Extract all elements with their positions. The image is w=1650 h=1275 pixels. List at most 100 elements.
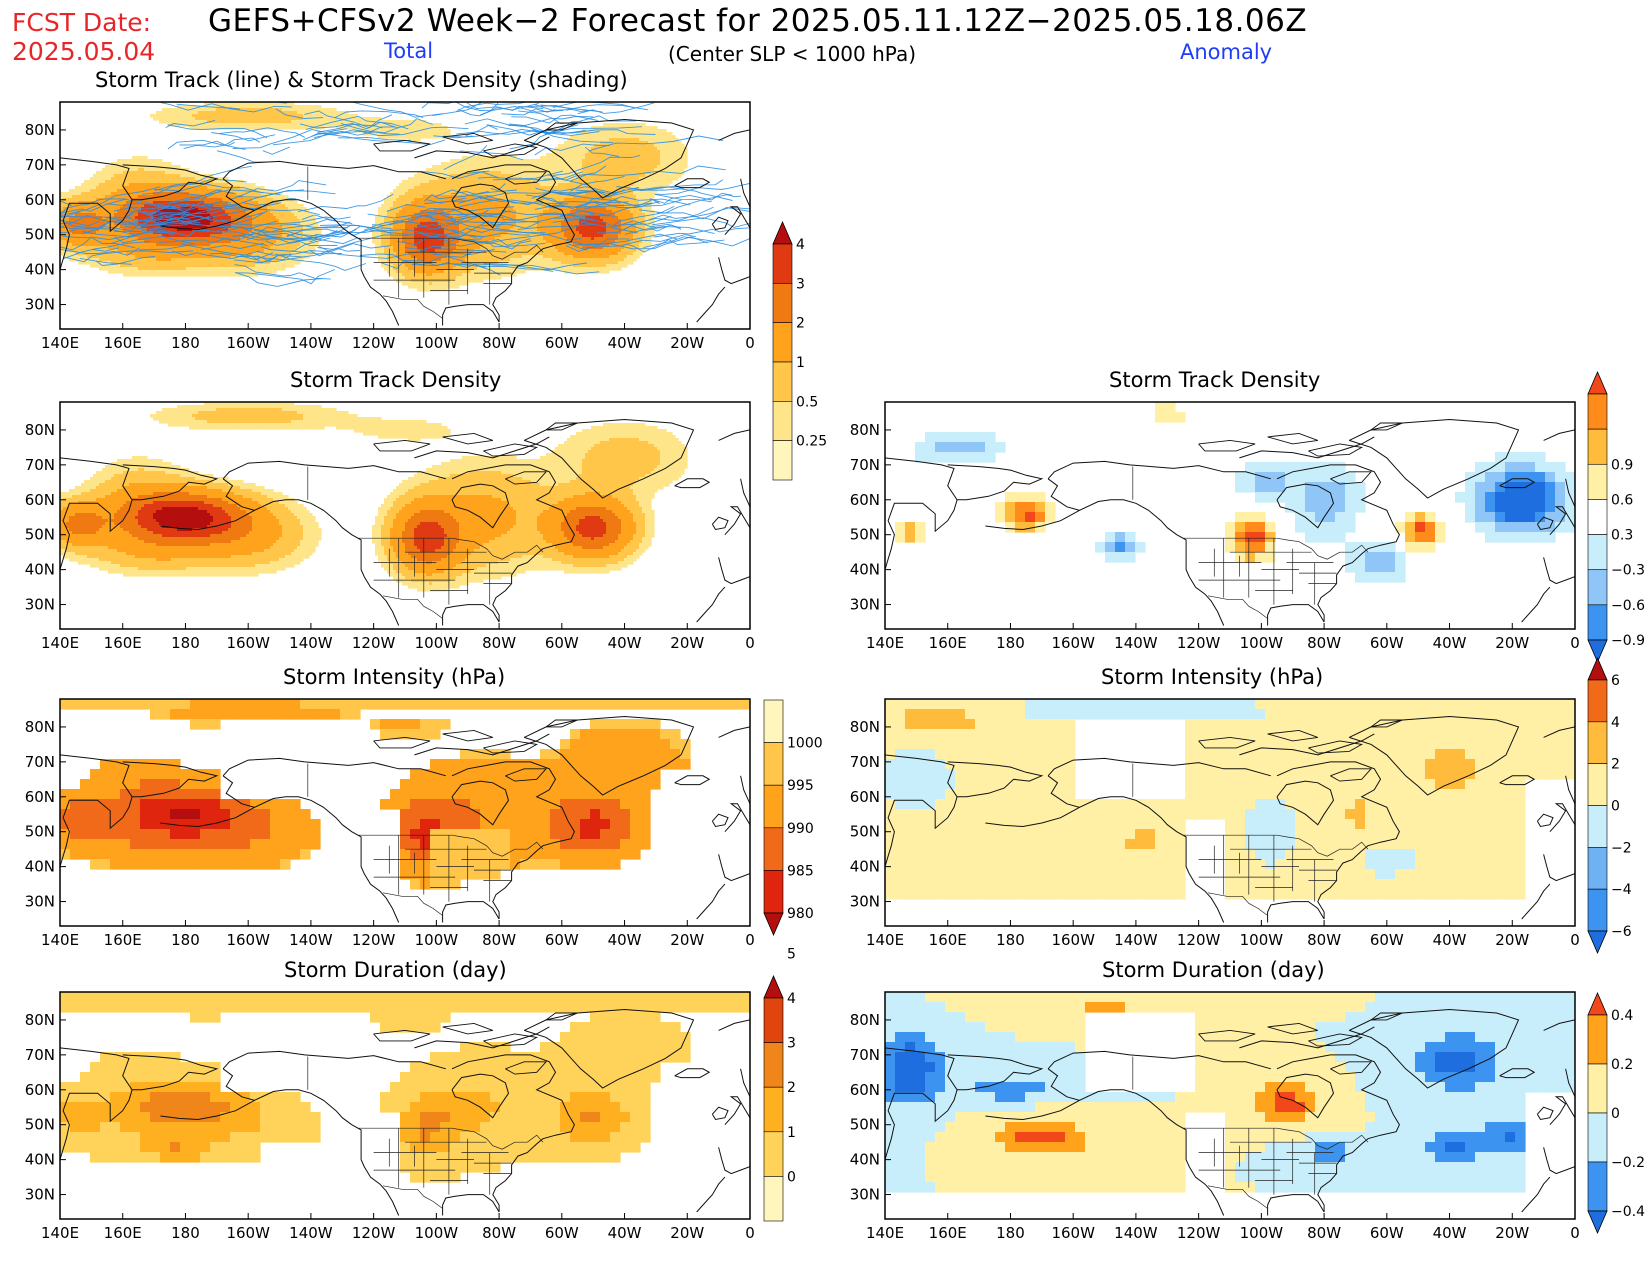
lat-tick-label: 60N: [850, 1081, 880, 1099]
colorbar-label: 1000: [787, 736, 823, 752]
colorbar-label: 3: [796, 276, 805, 292]
lon-tick-label: 60W: [1370, 634, 1404, 652]
lon-tick-label: 100W: [1240, 634, 1284, 652]
lon-tick-label: 160E: [104, 334, 142, 352]
lat-tick-label: 40N: [25, 858, 55, 876]
colorbar-label: 0: [1611, 799, 1620, 815]
fcst-date-value: 2025.05.04: [12, 37, 156, 66]
colorbar-duration-anom: −0.4 −0.2 0 0.2 0.4: [1587, 991, 1645, 1235]
lon-tick-label: 160W: [1051, 931, 1095, 949]
lon-tick-label: 20W: [670, 634, 704, 652]
lon-tick-label: 160E: [929, 634, 967, 652]
lon-tick-label: 160W: [1051, 634, 1095, 652]
lon-tick-label: 120W: [1177, 1224, 1221, 1242]
colorbar-density-anom: −0.9 −0.6 −0.3 0.3 0.6 0.9: [1587, 370, 1645, 664]
lat-tick-label: 40N: [850, 1151, 880, 1169]
lon-tick-label: 60W: [545, 931, 579, 949]
colorbar-label: 990: [787, 821, 814, 837]
lon-tick-label: 20W: [670, 931, 704, 949]
colorbar-label: 3: [787, 1036, 796, 1052]
lat-tick-label: 30N: [25, 1186, 55, 1204]
lon-tick-label: 160E: [104, 1224, 142, 1242]
colorbar-label: 0.25: [796, 434, 827, 450]
lon-tick-label: 100W: [415, 334, 459, 352]
lon-tick-label: 40W: [608, 931, 642, 949]
panel-title-duration-total: Storm Duration (day): [284, 958, 507, 982]
lon-tick-label: 100W: [415, 1224, 459, 1242]
lon-tick-label: 140W: [1114, 634, 1158, 652]
lat-tick-label: 30N: [25, 893, 55, 911]
lon-tick-label: 160W: [226, 1224, 270, 1242]
lat-tick-label: 70N: [25, 753, 55, 771]
lon-tick-label: 160W: [226, 931, 270, 949]
map-density-anom: 140E 160E 180 160W 140W 120W 100W 80W 60W 40W 20W 0…: [850, 401, 1580, 652]
lon-tick-label: 80W: [482, 931, 516, 949]
lon-tick-label: 0: [745, 1224, 755, 1242]
lon-tick-label: 0: [745, 634, 755, 652]
total-column-label: Total: [384, 39, 434, 63]
lat-tick-label: 70N: [25, 456, 55, 474]
lat-tick-label: 60N: [850, 491, 880, 509]
lat-tick-label: 30N: [25, 596, 55, 614]
lat-tick-label: 60N: [25, 491, 55, 509]
lon-tick-label: 160E: [104, 931, 142, 949]
lon-tick-label: 140W: [1114, 931, 1158, 949]
lon-tick-label: 140E: [41, 931, 79, 949]
colorbar-label: 0: [1611, 1106, 1620, 1122]
lat-tick-label: 70N: [850, 456, 880, 474]
map-intensity-total: 140E 160E 180 160W 140W 120W 100W 80W 60W 40W 20W 0…: [25, 698, 755, 949]
lon-tick-label: 100W: [1240, 1224, 1284, 1242]
lat-tick-label: 50N: [850, 526, 880, 544]
lat-tick-label: 60N: [850, 788, 880, 806]
lat-tick-label: 40N: [25, 561, 55, 579]
lon-tick-label: 60W: [1370, 1224, 1404, 1242]
lon-tick-label: 60W: [1370, 931, 1404, 949]
lat-tick-label: 30N: [25, 296, 55, 314]
lat-tick-label: 60N: [25, 788, 55, 806]
lat-tick-label: 80N: [25, 121, 55, 139]
lon-tick-label: 180: [171, 634, 200, 652]
lon-tick-label: 160W: [1051, 1224, 1095, 1242]
colorbar-label: −4: [1611, 882, 1632, 898]
colorbar-label: −0.4: [1611, 1204, 1645, 1220]
lon-tick-label: 20W: [1495, 634, 1529, 652]
colorbar-label: 0.2: [1611, 1057, 1633, 1073]
lon-tick-label: 60W: [545, 634, 579, 652]
colorbar-label: 4: [787, 991, 796, 1007]
lat-tick-label: 50N: [25, 226, 55, 244]
lat-tick-label: 30N: [850, 893, 880, 911]
lat-tick-label: 70N: [850, 753, 880, 771]
colorbar-label: −0.9: [1611, 633, 1645, 649]
map-intensity-anom: 140E 160E 180 160W 140W 120W 100W 80W 60W 40W 20W 0…: [850, 698, 1580, 949]
lon-tick-label: 140W: [289, 634, 333, 652]
lon-tick-label: 120W: [1177, 931, 1221, 949]
lat-tick-label: 60N: [25, 191, 55, 209]
lon-tick-label: 0: [1570, 931, 1580, 949]
panel-title-duration-anom: Storm Duration (day): [1102, 958, 1325, 982]
lon-tick-label: 140W: [289, 334, 333, 352]
fcst-date-label: FCST Date:: [12, 8, 152, 37]
lon-tick-label: 160W: [226, 334, 270, 352]
colorbar-label: 0.6: [1611, 492, 1633, 508]
lon-tick-label: 120W: [352, 634, 396, 652]
panel-title-track: Storm Track (line) & Storm Track Density…: [95, 68, 628, 92]
anomaly-column-label: Anomaly: [1180, 40, 1273, 64]
lon-tick-label: 0: [745, 334, 755, 352]
lat-tick-label: 40N: [850, 561, 880, 579]
lon-tick-label: 0: [745, 931, 755, 949]
lon-tick-label: 40W: [608, 634, 642, 652]
lat-tick-label: 40N: [25, 1151, 55, 1169]
lat-tick-label: 80N: [850, 1011, 880, 1029]
panel-title-density-total: Storm Track Density: [290, 368, 502, 392]
map-duration-total: 140E 160E 180 160W 140W 120W 100W 80W 60W 40W 20W 0…: [25, 991, 755, 1242]
lon-tick-label: 0: [1570, 1224, 1580, 1242]
colorbar-label: 0.5: [796, 394, 818, 410]
lon-tick-label: 20W: [1495, 931, 1529, 949]
main-title: GEFS+CFSv2 Week−2 Forecast for 2025.05.1…: [208, 3, 1308, 39]
panel-title-density-anom: Storm Track Density: [1109, 368, 1321, 392]
colorbar-label: −2: [1611, 840, 1632, 856]
colorbar-intensity-anom: −6 −4 −2 0 2 4 6: [1587, 656, 1632, 955]
subtitle-slp: (Center SLP < 1000 hPa): [668, 42, 916, 66]
lon-tick-label: 100W: [1240, 931, 1284, 949]
